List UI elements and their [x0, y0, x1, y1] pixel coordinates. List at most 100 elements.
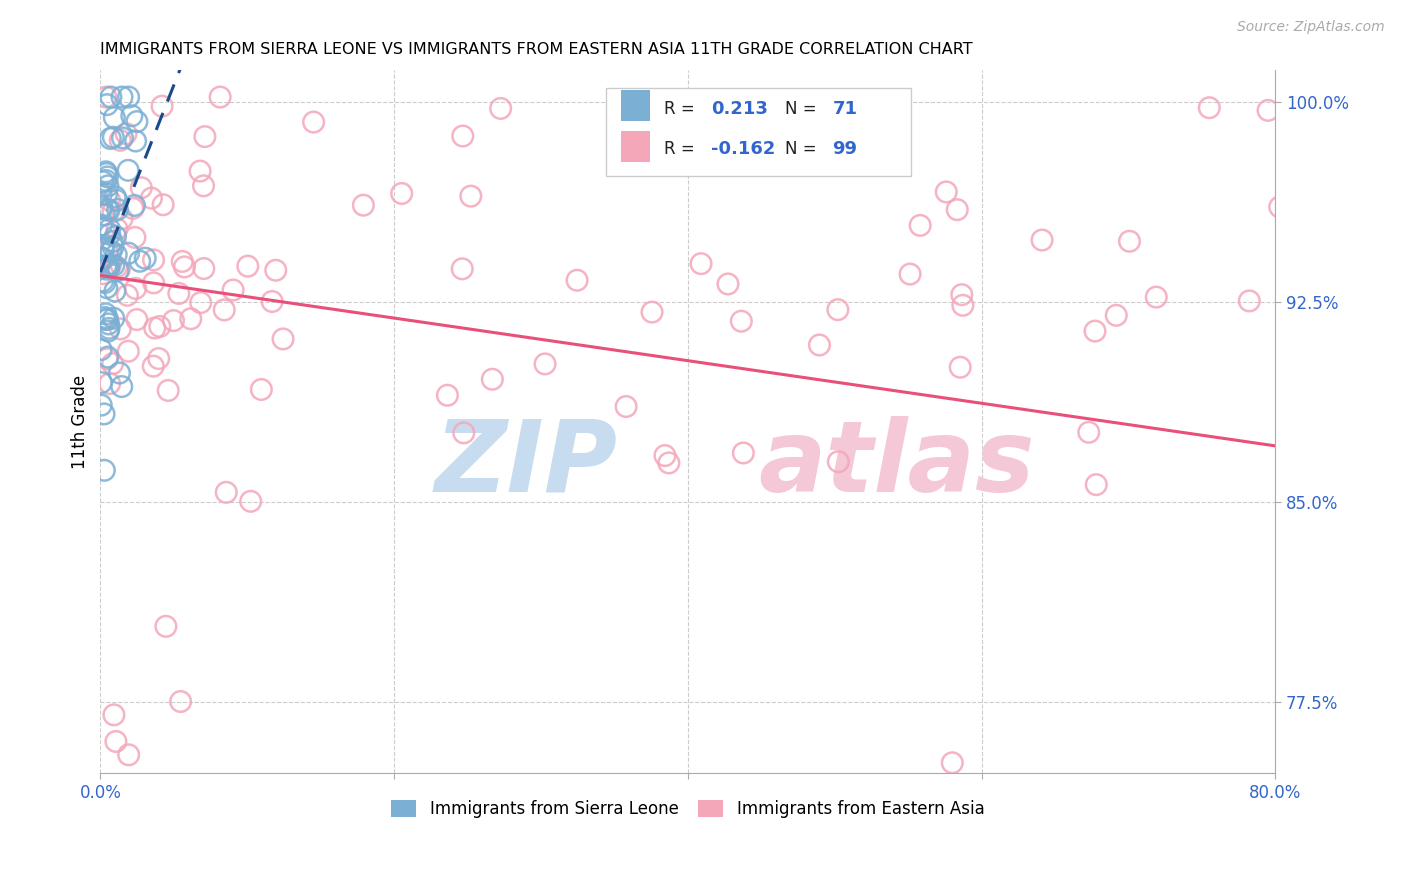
- Point: [90, 202, 112, 216]
- Point: [107, 263, 129, 277]
- Point: [733, 446, 755, 460]
- Point: [941, 756, 963, 770]
- Point: [730, 314, 752, 328]
- Point: [222, 283, 245, 297]
- Point: [194, 129, 217, 144]
- Point: [98, 227, 121, 242]
- Point: [97, 259, 120, 273]
- Point: [209, 90, 232, 104]
- Point: [1144, 290, 1167, 304]
- Point: [451, 128, 474, 143]
- Point: [453, 425, 475, 440]
- Point: [436, 388, 458, 402]
- Point: [152, 198, 174, 212]
- Text: N =: N =: [786, 140, 823, 158]
- Text: R =: R =: [665, 100, 700, 118]
- Text: 71: 71: [832, 100, 858, 118]
- Point: [96, 202, 118, 217]
- Point: [105, 260, 128, 274]
- Point: [124, 198, 146, 212]
- Point: [93, 208, 115, 222]
- Point: [129, 180, 152, 194]
- Point: [97, 350, 120, 364]
- Point: [90, 398, 112, 412]
- Point: [173, 260, 195, 274]
- Point: [100, 244, 122, 259]
- Point: [250, 383, 273, 397]
- Text: Source: ZipAtlas.com: Source: ZipAtlas.com: [1237, 20, 1385, 34]
- Point: [94, 276, 117, 290]
- Point: [190, 295, 212, 310]
- Point: [124, 134, 146, 148]
- Point: [134, 251, 156, 265]
- Point: [1257, 103, 1279, 118]
- Point: [1105, 309, 1128, 323]
- Point: [96, 97, 118, 112]
- Point: [91, 267, 114, 281]
- Point: [108, 262, 131, 277]
- Point: [1198, 101, 1220, 115]
- Point: [90, 251, 112, 265]
- Point: [481, 372, 503, 386]
- Point: [149, 319, 172, 334]
- Point: [614, 400, 637, 414]
- Point: [94, 307, 117, 321]
- Point: [103, 707, 125, 722]
- Point: [143, 321, 166, 335]
- Point: [105, 194, 128, 208]
- Point: [124, 230, 146, 244]
- Point: [460, 189, 482, 203]
- Point: [690, 257, 713, 271]
- Point: [98, 376, 121, 391]
- Point: [117, 90, 139, 104]
- Point: [169, 694, 191, 708]
- Text: IMMIGRANTS FROM SIERRA LEONE VS IMMIGRANTS FROM EASTERN ASIA 11TH GRADE CORRELAT: IMMIGRANTS FROM SIERRA LEONE VS IMMIGRAN…: [100, 42, 973, 57]
- Point: [128, 254, 150, 268]
- Y-axis label: 11th Grade: 11th Grade: [72, 375, 89, 469]
- Point: [264, 263, 287, 277]
- Point: [104, 284, 127, 298]
- Point: [93, 463, 115, 477]
- Point: [827, 302, 849, 317]
- Point: [93, 252, 115, 266]
- Point: [157, 384, 180, 398]
- Point: [188, 164, 211, 178]
- Point: [101, 357, 124, 371]
- Point: [148, 351, 170, 366]
- Point: [91, 200, 114, 214]
- Point: [654, 449, 676, 463]
- Point: [115, 127, 138, 141]
- Point: [1118, 234, 1140, 248]
- Point: [658, 456, 681, 470]
- Point: [952, 298, 974, 312]
- Point: [167, 286, 190, 301]
- Point: [96, 281, 118, 295]
- Point: [142, 252, 165, 267]
- Point: [97, 324, 120, 338]
- Point: [950, 287, 973, 301]
- Point: [94, 165, 117, 179]
- Point: [946, 202, 969, 217]
- Point: [898, 267, 921, 281]
- Point: [105, 247, 128, 261]
- Point: [96, 169, 118, 184]
- Point: [96, 187, 118, 202]
- Point: [96, 167, 118, 181]
- Point: [565, 273, 588, 287]
- Point: [193, 178, 215, 193]
- Point: [935, 185, 957, 199]
- Text: 0.213: 0.213: [711, 100, 768, 118]
- Point: [391, 186, 413, 201]
- Text: N =: N =: [786, 100, 823, 118]
- Point: [110, 322, 132, 336]
- Point: [155, 619, 177, 633]
- Point: [100, 90, 122, 104]
- Point: [93, 221, 115, 235]
- Point: [118, 747, 141, 762]
- Point: [105, 222, 128, 236]
- Point: [534, 357, 557, 371]
- Point: [827, 455, 849, 469]
- Point: [162, 313, 184, 327]
- Point: [262, 294, 284, 309]
- Point: [101, 235, 124, 249]
